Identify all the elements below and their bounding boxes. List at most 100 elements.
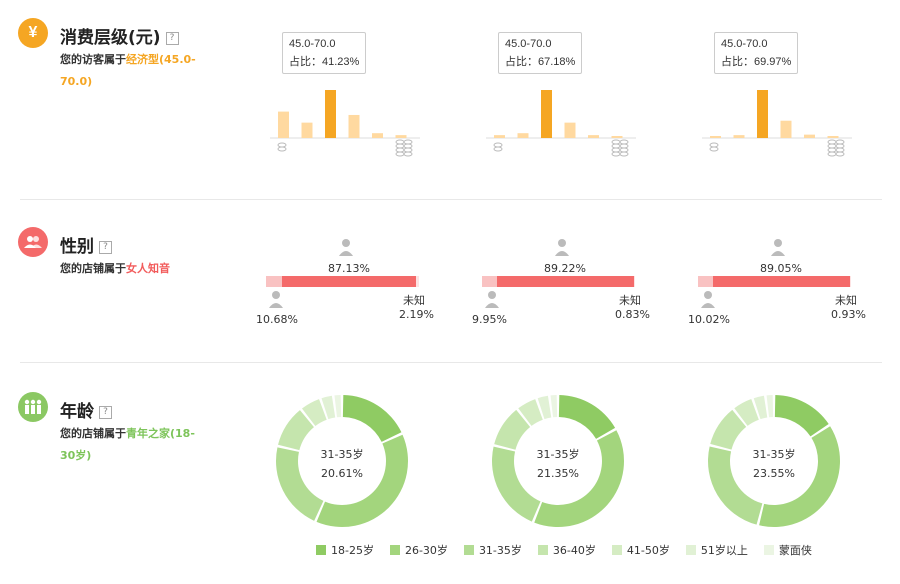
unknown-percent: 0.83% (615, 308, 650, 321)
consumption-tooltip-2: 45.0-70.0 占比：67.18% (498, 32, 583, 74)
help-icon[interactable]: ? (99, 240, 112, 254)
bar[interactable] (278, 111, 289, 138)
donut-slice[interactable] (492, 446, 541, 522)
donut-slice[interactable] (276, 447, 324, 521)
gender-chart: 87.13% 10.68% 未知 2.19% (256, 236, 434, 326)
legend-swatch (316, 545, 326, 555)
donut-slice[interactable] (301, 399, 327, 427)
tooltip-ratio: 占比：41.23% (289, 56, 360, 68)
age-donut-chart (276, 395, 408, 527)
donut-slice[interactable] (766, 395, 774, 418)
gender-bar[interactable] (698, 276, 851, 287)
help-icon[interactable]: ? (165, 31, 179, 45)
donut-slice[interactable] (558, 395, 616, 439)
gender-desc-highlight: 女人知音 (126, 262, 170, 275)
legend-item[interactable]: 31-35岁 (463, 542, 522, 558)
female-segment (713, 276, 850, 287)
female-percent: 89.22% (544, 262, 586, 275)
gender-title: 性别? (60, 232, 112, 257)
legend-item[interactable]: 18-25岁 (316, 542, 374, 558)
donut-slice[interactable] (710, 409, 747, 450)
consumption-section: ¥ 消费层级(元)? 您的访客属于经济型(45.0-70.0) 45.0-70.… (0, 0, 900, 200)
bar[interactable] (827, 136, 839, 138)
unknown-label: 未知 (403, 294, 425, 307)
donut-slice[interactable] (321, 395, 336, 420)
gender-chart: 89.22% 9.95% 未知 0.83% (472, 236, 650, 326)
female-person-icon (339, 239, 353, 256)
donut-slice[interactable] (537, 395, 552, 420)
legend-item[interactable]: 26-30岁 (389, 542, 448, 558)
consumption-bar-chart-2 (486, 90, 636, 157)
bar[interactable] (804, 134, 815, 138)
bar[interactable] (395, 135, 407, 138)
female-segment (497, 276, 634, 287)
bar[interactable] (710, 136, 721, 138)
legend-item[interactable]: 51岁以上 (685, 542, 748, 558)
gender-desc-prefix: 您的店铺属于 (60, 262, 126, 275)
donut-center-label: 31-35岁 (752, 448, 796, 461)
bar[interactable] (517, 133, 529, 138)
donut-slice[interactable] (494, 409, 531, 450)
help-icon[interactable]: ? (99, 405, 112, 419)
legend-item[interactable]: 蒙面侠 (763, 542, 812, 558)
legend-item[interactable]: 36-40岁 (537, 542, 596, 558)
donut-slice[interactable] (550, 395, 558, 418)
bar[interactable] (541, 90, 552, 138)
tooltip-range: 45.0-70.0 (721, 38, 768, 50)
gender-desc: 您的店铺属于女人知音 (60, 258, 200, 280)
users-icon (18, 227, 48, 257)
coin-low-icon (277, 142, 287, 152)
gender-bar[interactable] (482, 276, 635, 287)
coin-high-icon (395, 139, 413, 157)
donut-slice[interactable] (759, 426, 840, 527)
donut-slice[interactable] (534, 430, 624, 527)
bar[interactable] (494, 135, 505, 138)
tooltip-range: 45.0-70.0 (289, 38, 336, 50)
donut-slice[interactable] (774, 395, 829, 437)
family-icon (18, 392, 48, 422)
yen-icon: ¥ (18, 18, 48, 48)
male-segment (482, 276, 498, 287)
age-section: 年龄? 您的店铺属于青年之家(18-30岁) (0, 363, 900, 584)
bar[interactable] (611, 136, 623, 138)
age-donut-chart (708, 395, 840, 527)
age-donut-chart (492, 395, 624, 527)
male-person-icon (701, 291, 715, 308)
donut-slice[interactable] (518, 399, 543, 426)
donut-slice[interactable] (278, 410, 314, 451)
bar[interactable] (372, 133, 383, 138)
donut-center-label: 31-35岁 (536, 448, 580, 461)
bar[interactable] (301, 122, 313, 138)
bar[interactable] (757, 90, 768, 138)
legend-swatch (463, 545, 474, 555)
bar[interactable] (564, 122, 576, 138)
bar[interactable] (733, 135, 745, 138)
donut-slice[interactable] (342, 395, 402, 442)
gender-bar[interactable] (266, 276, 419, 287)
donut-slice[interactable] (708, 446, 763, 525)
male-percent: 9.95% (472, 313, 507, 326)
bar[interactable] (348, 114, 360, 138)
age-desc-prefix: 您的店铺属于 (60, 427, 126, 440)
female-person-icon (771, 239, 785, 256)
donut-slice[interactable] (753, 395, 768, 420)
legend-item[interactable]: 41-50岁 (611, 542, 670, 558)
gender-section: 性别? 您的店铺属于女人知音 (0, 200, 900, 362)
male-segment (698, 276, 714, 287)
legend-label: 51岁以上 (700, 544, 748, 557)
legend-swatch (611, 545, 622, 555)
bar[interactable] (780, 120, 792, 138)
bar[interactable] (588, 135, 599, 138)
donut-slice[interactable] (316, 434, 408, 527)
male-percent: 10.68% (256, 313, 298, 326)
donut-slice[interactable] (334, 395, 342, 418)
bar[interactable] (325, 90, 336, 138)
family-glyph (24, 399, 42, 414)
donut-slice[interactable] (734, 399, 759, 426)
legend-label: 36-40岁 (552, 544, 596, 557)
male-person-icon (269, 291, 283, 308)
legend-swatch (685, 545, 696, 555)
legend-label: 18-25岁 (331, 544, 374, 557)
donut-center-value: 23.55% (753, 467, 795, 480)
donut-center-value: 21.35% (537, 467, 579, 480)
